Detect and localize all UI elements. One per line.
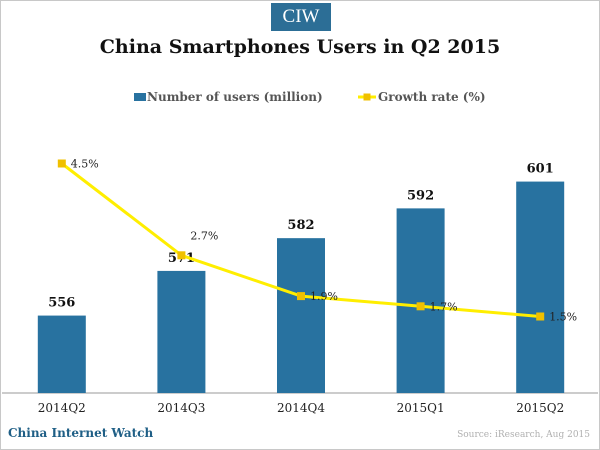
growth-label-2014Q2: 4.5%: [71, 158, 99, 171]
bar-2014Q4: [277, 238, 325, 393]
bar-2015Q1: [396, 208, 445, 393]
bar-2015Q2: [516, 181, 565, 393]
growth-label-2014Q3: 2.7%: [190, 229, 218, 242]
legend-bar-label: Number of users (million): [147, 90, 323, 104]
growth-marker-2014Q3: [177, 251, 186, 260]
bar-label-2015Q1: 592: [407, 188, 434, 203]
legend-line-label: Growth rate (%): [378, 90, 486, 104]
footer-source: Source: iResearch, Aug 2015: [457, 430, 590, 440]
growth-marker-2015Q2: [536, 312, 545, 321]
brand-badge: CIW: [271, 3, 331, 31]
chart-title: China Smartphones Users in Q2 2015: [99, 36, 501, 58]
legend: Number of users (million) Growth rate (%…: [134, 90, 486, 104]
growth-marker-2014Q2: [57, 159, 66, 168]
bar-2014Q3: [157, 270, 206, 393]
bar-label-2014Q4: 582: [287, 218, 314, 233]
growth-label-2014Q4: 1.9%: [310, 290, 338, 303]
growth-label-2015Q1: 1.7%: [430, 300, 458, 313]
x-tick-2014Q4: 2014Q4: [277, 401, 325, 415]
bar-label-2014Q2: 556: [48, 296, 75, 311]
legend-bar-swatch: [134, 93, 146, 101]
x-tick-2015Q1: 2015Q1: [397, 401, 445, 415]
x-tick-2015Q2: 2015Q2: [516, 401, 564, 415]
legend-line-marker: [363, 93, 371, 101]
x-tick-2014Q3: 2014Q3: [157, 401, 205, 415]
growth-label-2015Q2: 1.5%: [549, 311, 577, 324]
x-tick-2014Q2: 2014Q2: [38, 401, 86, 415]
bar-label-2015Q2: 601: [527, 162, 554, 177]
growth-marker-2015Q1: [416, 302, 425, 311]
growth-marker-2014Q4: [297, 292, 305, 301]
bar-2014Q2: [37, 315, 86, 393]
footer-site-label: China Internet Watch: [8, 426, 154, 440]
